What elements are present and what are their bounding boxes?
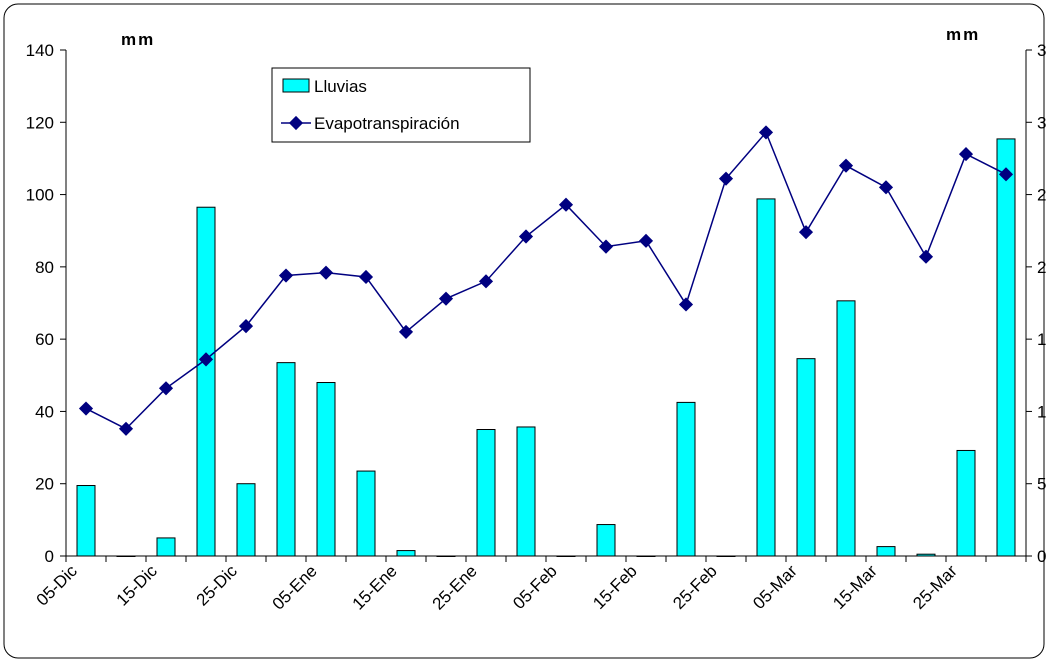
point-evapotranspiracion — [998, 167, 1014, 182]
y-right-tick-label: 1 — [1037, 330, 1046, 349]
y-right-tick-label: 2 — [1037, 258, 1046, 277]
point-evapotranspiracion — [638, 233, 654, 248]
bar-lluvias — [836, 300, 856, 557]
legend-box — [271, 67, 531, 143]
bar-lluvias — [676, 401, 696, 557]
point-evapotranspiracion — [118, 421, 134, 436]
bar-lluvias — [116, 555, 136, 557]
bar-lluvias — [956, 449, 976, 557]
bar-lluvias — [196, 206, 216, 557]
y-right-tick-label: 2 — [1037, 186, 1046, 205]
point-evapotranspiracion — [398, 324, 414, 339]
point-evapotranspiracion — [318, 265, 334, 280]
y-left-tick-label: 0 — [45, 547, 54, 566]
point-evapotranspiracion — [918, 249, 934, 264]
line-evapotranspiracion — [85, 130, 1007, 430]
bar-lluvias — [516, 426, 536, 557]
right-axis-unit: mm — [946, 25, 980, 44]
point-evapotranspiracion — [798, 225, 814, 240]
bar-lluvias — [236, 483, 256, 557]
y-left-tick-label: 60 — [35, 330, 54, 349]
bar-lluvias — [276, 362, 296, 557]
bar-lluvias — [996, 138, 1016, 557]
bar-lluvias — [76, 485, 96, 557]
y-left-tick-label: 120 — [26, 113, 54, 132]
point-evapotranspiracion — [558, 197, 574, 212]
legend-label-evapotranspiracion: Evapotranspiración — [314, 114, 460, 133]
point-evapotranspiracion — [518, 229, 534, 244]
point-evapotranspiracion — [438, 291, 454, 306]
y-left-tick-label: 100 — [26, 186, 54, 205]
point-evapotranspiracion — [758, 125, 774, 140]
point-evapotranspiracion — [678, 297, 694, 312]
bar-lluvias — [636, 555, 656, 557]
point-evapotranspiracion — [158, 381, 174, 396]
point-evapotranspiracion — [478, 274, 494, 289]
bar-lluvias — [596, 524, 616, 557]
bar-lluvias — [916, 553, 936, 557]
point-evapotranspiracion — [958, 147, 974, 162]
legend-marker-evapotranspiracion — [288, 115, 304, 131]
legend: Lluvias Evapotranspiración — [271, 67, 531, 143]
bar-lluvias — [796, 358, 816, 557]
bar-lluvias — [396, 550, 416, 557]
bar-lluvias — [156, 537, 176, 557]
chart-border — [3, 3, 1045, 659]
point-evapotranspiracion — [598, 239, 614, 254]
bar-lluvias — [476, 429, 496, 557]
y-left-tick-label: 140 — [26, 41, 54, 60]
bar-lluvias — [556, 555, 576, 557]
y-right-tick-label: 0 — [1037, 547, 1046, 566]
point-evapotranspiracion — [238, 319, 254, 334]
bar-lluvias — [756, 198, 776, 557]
y-left-tick-label: 40 — [35, 402, 54, 421]
bar-lluvias — [716, 555, 736, 557]
point-evapotranspiracion — [198, 352, 214, 367]
y-right-tick-label: 3 — [1037, 113, 1046, 132]
y-right-tick-label: 1 — [1037, 402, 1046, 421]
point-evapotranspiracion — [358, 269, 374, 285]
y-left-tick-label: 80 — [35, 258, 54, 277]
bar-lluvias — [876, 546, 896, 557]
legend-swatch-lluvias — [282, 78, 310, 93]
bar-lluvias — [436, 555, 456, 557]
point-evapotranspiracion — [78, 401, 94, 416]
bar-lluvias — [356, 470, 376, 557]
y-right-tick-label: 3 — [1037, 41, 1046, 60]
point-evapotranspiracion — [278, 268, 294, 283]
y-left-tick-label: 20 — [35, 475, 54, 494]
bar-lluvias — [316, 382, 336, 557]
y-right-tick-label: 5 — [1037, 475, 1046, 494]
point-evapotranspiracion — [838, 158, 854, 173]
legend-label-lluvias: Lluvias — [314, 77, 367, 96]
point-evapotranspiracion — [878, 180, 894, 195]
left-axis-unit: mm — [121, 30, 155, 49]
point-evapotranspiracion — [718, 171, 734, 186]
